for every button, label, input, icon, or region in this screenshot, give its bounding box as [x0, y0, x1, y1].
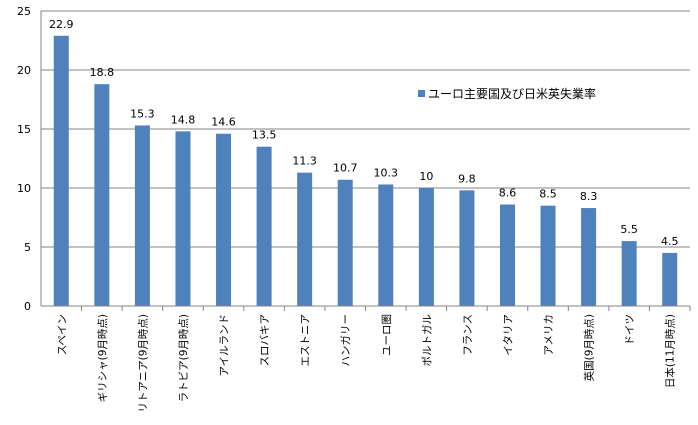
y-tick-label: 20 [17, 64, 31, 77]
data-label: 4.5 [661, 235, 679, 248]
data-label: 8.5 [539, 188, 557, 201]
data-label: 8.3 [580, 190, 598, 203]
bar [581, 208, 597, 306]
data-label: 13.5 [252, 129, 277, 142]
data-label: 11.3 [292, 155, 317, 168]
x-tick-label: ギリシャ(9月時点) [97, 314, 109, 402]
bar [256, 146, 272, 306]
bar [94, 84, 110, 306]
x-tick-label: アイルランド [219, 314, 231, 376]
y-axis: 0 5 10 15 20 25 [17, 5, 42, 313]
x-tick-label: ユーロ圏 [381, 314, 393, 356]
data-label: 10.3 [374, 166, 399, 179]
bar [378, 184, 394, 306]
data-labels: 22.9 18.8 15.3 14.8 14.6 13.5 11.3 10.7 10.3 10 9.… [49, 18, 678, 248]
data-label: 9.8 [458, 172, 476, 185]
data-label: 22.9 [49, 18, 74, 31]
bar [459, 190, 475, 306]
x-tick-label: エストニア [300, 314, 312, 367]
y-tick-label: 5 [24, 241, 31, 254]
data-label: 5.5 [620, 223, 638, 236]
bar [662, 252, 678, 306]
data-label: 10 [419, 170, 433, 183]
legend: ユーロ主要国及び日米英失業率 [418, 86, 596, 101]
x-tick-label: スペイン [56, 314, 68, 355]
bar [297, 172, 313, 306]
x-tick-label: イタリア [502, 314, 514, 356]
bar [337, 179, 353, 306]
x-tick-label: 日本(11月時点) [664, 314, 677, 388]
x-tick-label: スロバキア [259, 314, 271, 367]
x-tick-label: ポルトガル [421, 314, 433, 367]
data-label: 15.3 [130, 107, 155, 120]
y-tick-label: 15 [17, 123, 31, 136]
bar [216, 133, 232, 306]
legend-swatch [418, 90, 425, 97]
x-tick-label: ドイツ [624, 314, 636, 346]
data-label: 18.8 [90, 66, 115, 79]
x-tick-label: フランス [462, 314, 474, 356]
bar [499, 204, 515, 306]
y-tick-label: 10 [17, 182, 31, 195]
bar [53, 35, 69, 306]
data-label: 10.7 [333, 162, 358, 175]
data-label: 14.8 [171, 113, 196, 126]
bar [540, 205, 556, 306]
x-tick-label: ハンガリー [340, 314, 352, 367]
bars [53, 35, 678, 307]
data-label: 8.6 [499, 187, 517, 200]
data-label: 14.6 [211, 116, 236, 129]
x-axis: スペイン ギリシャ(9月時点) リトアニア(9月時点) ラトビア(9月時点) アイルラン… [41, 305, 691, 413]
y-tick-label: 25 [17, 5, 31, 18]
bar [418, 188, 434, 306]
bar [175, 131, 191, 306]
x-tick-label: 英国(9月時点) [583, 314, 596, 381]
bar [134, 125, 150, 307]
x-tick-label: リトアニア(9月時点) [137, 314, 149, 413]
legend-label: ユーロ主要国及び日米英失業率 [428, 86, 596, 101]
x-tick-label: アメリカ [543, 314, 555, 355]
bar [621, 241, 637, 306]
y-tick-label: 0 [24, 300, 31, 313]
x-tick-label: ラトビア(9月時点) [178, 314, 190, 402]
